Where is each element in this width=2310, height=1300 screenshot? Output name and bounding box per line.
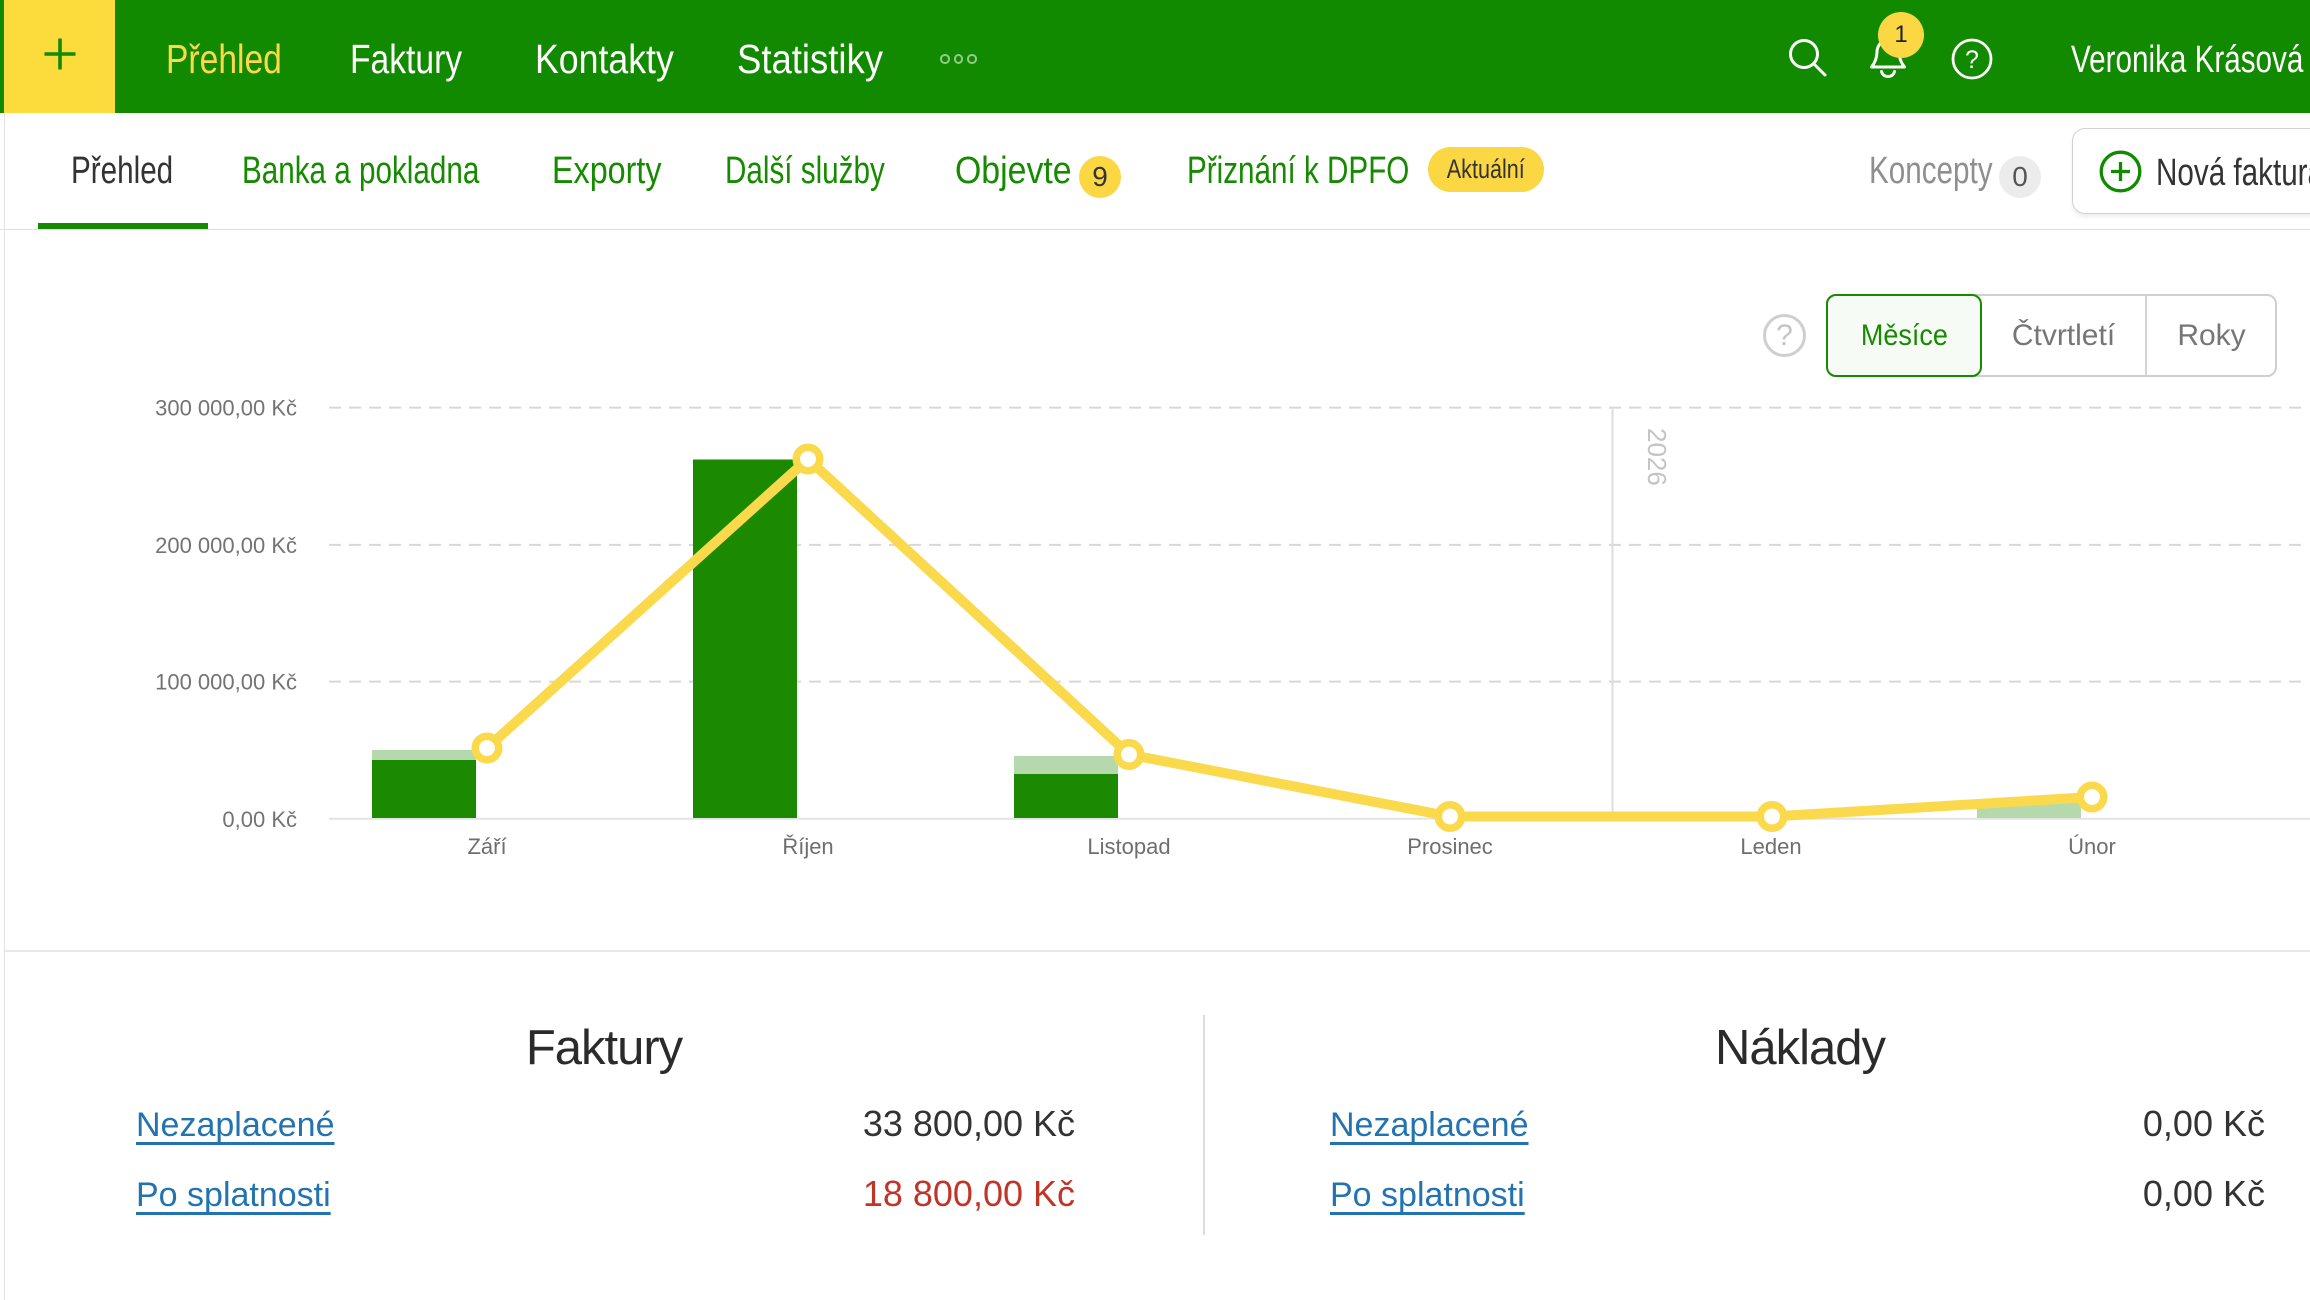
svg-text:?: ?: [1965, 46, 1979, 74]
svg-text:Září: Září: [467, 834, 506, 859]
svg-text:2026: 2026: [1642, 428, 1672, 486]
svg-text:Říjen: Říjen: [782, 834, 833, 859]
svg-text:100 000,00 Kč: 100 000,00 Kč: [155, 670, 297, 695]
svg-text:Listopad: Listopad: [1087, 834, 1170, 859]
svg-text:Prosinec: Prosinec: [1407, 834, 1493, 859]
svg-text:200 000,00 Kč: 200 000,00 Kč: [155, 533, 297, 558]
svg-text:Únor: Únor: [2068, 834, 2116, 859]
svg-text:300 000,00 Kč: 300 000,00 Kč: [155, 396, 297, 421]
svg-text:0,00 Kč: 0,00 Kč: [222, 807, 297, 832]
svg-text:Leden: Leden: [1740, 834, 1801, 859]
